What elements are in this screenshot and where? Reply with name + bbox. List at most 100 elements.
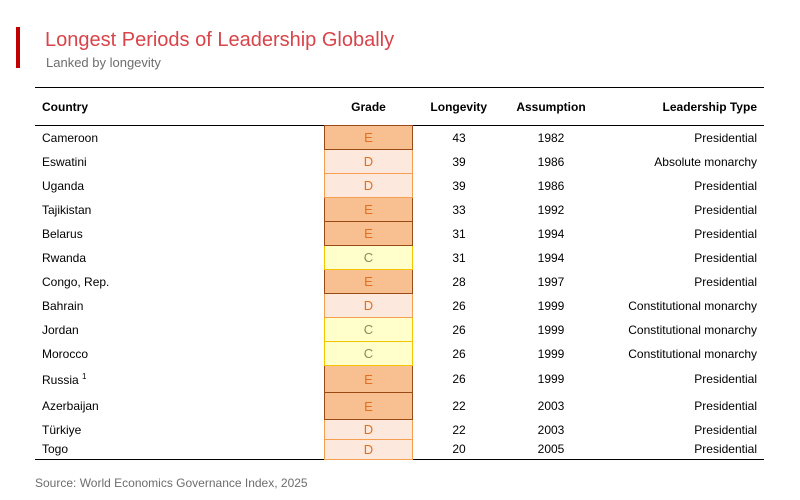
country-name: Togo <box>42 442 69 457</box>
footnote-marker: 1 <box>82 371 87 381</box>
longevity-cell: 31 <box>452 250 466 265</box>
leadership-type-cell: Constitutional monarchy <box>628 322 757 337</box>
grade-cell: E <box>324 197 413 222</box>
table-row: Morocco C 26 1999 Constitutional monarch… <box>35 341 764 366</box>
country-cell: Togo <box>35 440 325 460</box>
country-name: Eswatini <box>42 154 87 169</box>
assumption-cell: 1994 <box>537 250 565 265</box>
longevity-cell: 28 <box>452 274 466 289</box>
grade-cell: D <box>324 419 413 440</box>
table-row: Congo, Rep. E 28 1997 Presidential <box>35 269 764 294</box>
table-row: Türkiye D 22 2003 Presidential <box>35 419 764 440</box>
assumption-cell: 1999 <box>537 346 565 361</box>
header-country: Country <box>42 99 88 114</box>
assumption-cell: 1986 <box>537 178 565 193</box>
leadership-type-cell: Presidential <box>694 178 757 193</box>
grade-cell: E <box>324 365 413 393</box>
leadership-type-cell: Presidential <box>694 130 757 145</box>
country-cell: Morocco <box>35 342 325 366</box>
longevity-cell: 26 <box>452 346 466 361</box>
assumption-cell: 2005 <box>537 442 565 457</box>
table-row: Eswatini D 39 1986 Absolute monarchy <box>35 149 764 174</box>
leadership-type-cell: Presidential <box>694 202 757 217</box>
grade-cell: E <box>324 221 413 246</box>
assumption-cell: 1992 <box>537 202 565 217</box>
leadership-type-cell: Presidential <box>694 372 757 386</box>
header-leadership-type: Leadership Type <box>662 99 757 114</box>
header-assumption: Assumption <box>516 99 586 114</box>
grade-cell: D <box>324 439 413 460</box>
page-title: Longest Periods of Leadership Globally <box>45 29 395 51</box>
grade-cell: C <box>324 341 413 366</box>
leadership-type-cell: Presidential <box>694 274 757 289</box>
header-longevity: Longevity <box>430 99 488 114</box>
country-cell: Cameroon <box>35 126 325 150</box>
grade-cell: E <box>324 125 413 150</box>
leadership-type-cell: Constitutional monarchy <box>628 298 757 313</box>
grade-cell: E <box>324 392 413 420</box>
table-row: Azerbaijan E 22 2003 Presidential <box>35 392 764 420</box>
country-name: Jordan <box>42 322 79 337</box>
table-row: Togo D 20 2005 Presidential <box>35 439 764 460</box>
assumption-cell: 1986 <box>537 154 565 169</box>
longevity-cell: 43 <box>452 130 466 145</box>
country-name: Morocco <box>42 346 89 361</box>
table-row: Uganda D 39 1986 Presidential <box>35 173 764 198</box>
longevity-cell: 39 <box>452 154 466 169</box>
header-grade: Grade <box>351 99 386 114</box>
longevity-cell: 31 <box>452 226 466 241</box>
assumption-cell: 2003 <box>537 399 565 413</box>
country-cell: Jordan <box>35 318 325 342</box>
longevity-cell: 22 <box>452 399 466 413</box>
grade-cell: E <box>324 269 413 294</box>
leadership-type-cell: Presidential <box>694 422 757 437</box>
longevity-cell: 39 <box>452 178 466 193</box>
country-cell: Bahrain <box>35 294 325 318</box>
country-name: Russia <box>42 372 79 387</box>
source-note: Source: World Economics Governance Index… <box>35 476 308 490</box>
header-row: Country Grade Longevity Assumption Leade… <box>35 87 764 126</box>
assumption-cell: 1994 <box>537 226 565 241</box>
table-row: Belarus E 31 1994 Presidential <box>35 221 764 246</box>
country-name: Uganda <box>42 178 85 193</box>
longevity-cell: 26 <box>452 372 466 386</box>
longevity-cell: 20 <box>452 442 466 457</box>
grade-cell: D <box>324 149 413 174</box>
leadership-type-cell: Absolute monarchy <box>654 154 757 169</box>
country-name: Belarus <box>42 226 83 241</box>
country-cell: Rwanda <box>35 246 325 270</box>
grade-cell: C <box>324 245 413 270</box>
assumption-cell: 1999 <box>537 372 565 386</box>
assumption-cell: 1999 <box>537 322 565 337</box>
table-row: Jordan C 26 1999 Constitutional monarchy <box>35 317 764 342</box>
page-subtitle: Lanked by longevity <box>46 55 161 70</box>
accent-bar <box>16 27 20 68</box>
grade-cell: D <box>324 293 413 318</box>
table-row: Rwanda C 31 1994 Presidential <box>35 245 764 270</box>
table-row: Russia 1 E 26 1999 Presidential <box>35 365 764 393</box>
country-name: Türkiye <box>42 422 82 437</box>
longevity-cell: 26 <box>452 322 466 337</box>
table-row: Bahrain D 26 1999 Constitutional monarch… <box>35 293 764 318</box>
country-cell: Türkiye <box>35 420 325 440</box>
country-cell: Tajikistan <box>35 198 325 222</box>
country-name: Azerbaijan <box>42 399 99 413</box>
leadership-table: Country Grade Longevity Assumption Leade… <box>35 87 764 460</box>
grade-cell: D <box>324 173 413 198</box>
country-name: Tajikistan <box>42 202 92 217</box>
assumption-cell: 1997 <box>537 274 565 289</box>
country-cell: Congo, Rep. <box>35 270 325 294</box>
leadership-type-cell: Presidential <box>694 250 757 265</box>
leadership-type-cell: Presidential <box>694 442 757 457</box>
longevity-cell: 22 <box>452 422 466 437</box>
country-name: Congo, Rep. <box>42 274 110 289</box>
country-name: Rwanda <box>42 250 87 265</box>
assumption-cell: 1982 <box>537 130 565 145</box>
country-cell: Russia 1 <box>35 366 325 393</box>
assumption-cell: 2003 <box>537 422 565 437</box>
assumption-cell: 1999 <box>537 298 565 313</box>
leadership-type-cell: Presidential <box>694 399 757 413</box>
country-cell: Eswatini <box>35 150 325 174</box>
grade-cell: C <box>324 317 413 342</box>
